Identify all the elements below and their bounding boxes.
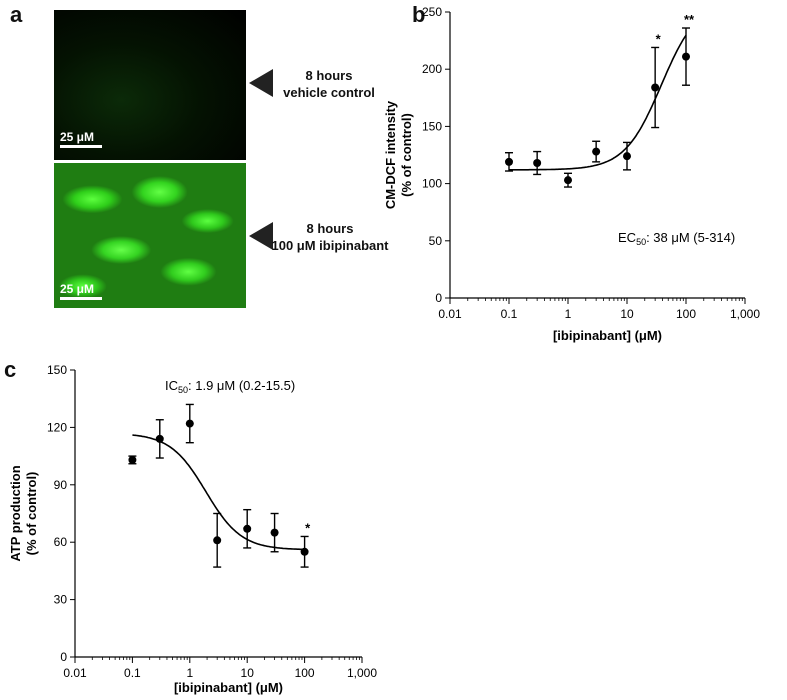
y-axis-label: (% of control) bbox=[24, 472, 39, 556]
y-tick-label: 100 bbox=[422, 177, 442, 191]
x-tick-label: 1 bbox=[565, 307, 572, 321]
y-tick-label: 60 bbox=[54, 535, 68, 549]
micrograph-vehicle-control: 25 μM bbox=[54, 10, 246, 160]
y-tick-label: 50 bbox=[429, 234, 443, 248]
scale-bar bbox=[60, 297, 102, 300]
y-tick-label: 0 bbox=[60, 650, 67, 664]
data-point bbox=[185, 419, 194, 428]
x-axis-label: [ibipinabant] (μM) bbox=[174, 680, 283, 695]
caption-vehicle-control: 8 hours vehicle control bbox=[270, 67, 388, 101]
y-tick-label: 30 bbox=[54, 593, 68, 607]
potency-annotation: EC50: 38 μM (5-314) bbox=[618, 230, 735, 247]
fit-curve bbox=[509, 34, 687, 171]
y-tick-label: 0 bbox=[435, 291, 442, 305]
x-tick-label: 0.01 bbox=[438, 307, 462, 321]
data-point bbox=[243, 524, 252, 533]
fit-curve bbox=[132, 434, 305, 551]
data-point bbox=[623, 152, 631, 161]
x-tick-label: 10 bbox=[241, 666, 255, 680]
panel-letter-b: b bbox=[412, 2, 426, 27]
data-point bbox=[505, 157, 513, 166]
x-tick-label: 0.01 bbox=[63, 666, 87, 680]
data-point bbox=[270, 528, 279, 537]
data-point bbox=[651, 83, 660, 92]
data-point bbox=[682, 52, 690, 61]
data-point bbox=[592, 147, 601, 156]
y-axis-label: (% of control) bbox=[399, 113, 414, 197]
scale-bar-label: 25 μM bbox=[60, 130, 95, 144]
x-tick-label: 10 bbox=[620, 307, 634, 321]
data-point bbox=[213, 536, 222, 545]
arrow-marker bbox=[249, 69, 273, 97]
x-tick-label: 0.1 bbox=[501, 307, 518, 321]
scale-bar-label: 25 μM bbox=[60, 282, 95, 296]
y-tick-label: 200 bbox=[422, 62, 442, 76]
caption-line: vehicle control bbox=[283, 85, 375, 100]
y-tick-label: 90 bbox=[54, 478, 68, 492]
y-tick-label: 150 bbox=[47, 363, 67, 377]
significance-marker: * bbox=[305, 520, 311, 535]
x-tick-label: 1,000 bbox=[347, 666, 377, 680]
x-tick-label: 1,000 bbox=[730, 307, 760, 321]
data-point bbox=[128, 455, 137, 464]
y-axis-label: ATP production bbox=[8, 465, 23, 561]
panel-letter-a: a bbox=[10, 2, 23, 27]
data-point bbox=[155, 434, 164, 443]
y-tick-label: 150 bbox=[422, 119, 442, 133]
caption-line: 8 hours bbox=[305, 68, 353, 83]
x-tick-label: 0.1 bbox=[124, 666, 141, 680]
data-point bbox=[300, 547, 309, 556]
potency-annotation: IC50: 1.9 μM (0.2-15.5) bbox=[165, 378, 295, 395]
x-tick-label: 1 bbox=[186, 666, 193, 680]
caption-ibipinabant: 8 hours 100 μM ibipinabant bbox=[264, 220, 396, 254]
caption-line: 100 μM ibipinabant bbox=[271, 238, 389, 253]
x-tick-label: 100 bbox=[676, 307, 696, 321]
data-point bbox=[564, 176, 572, 185]
micrograph-ibipinabant: 25 μM bbox=[54, 163, 246, 308]
arrow-marker bbox=[249, 222, 273, 250]
panel-letter-c: c bbox=[4, 357, 17, 382]
x-axis-label: [ibipinabant] (μM) bbox=[553, 328, 662, 343]
caption-line: 8 hours bbox=[306, 221, 354, 236]
y-axis-label: CM-DCF intensity bbox=[383, 100, 398, 209]
significance-marker: * bbox=[656, 31, 662, 46]
significance-marker: ** bbox=[684, 12, 695, 27]
y-tick-label: 120 bbox=[47, 420, 67, 434]
scale-bar bbox=[60, 145, 102, 148]
x-tick-label: 100 bbox=[295, 666, 315, 680]
data-point bbox=[533, 159, 542, 168]
